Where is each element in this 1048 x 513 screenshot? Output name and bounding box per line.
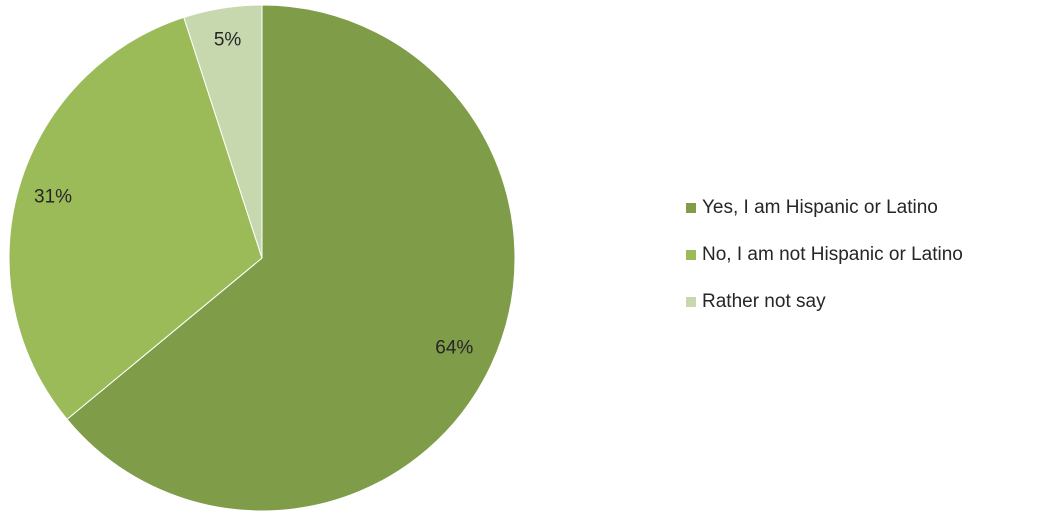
- legend-label-no: No, I am not Hispanic or Latino: [702, 244, 963, 266]
- legend-swatch-no: [686, 250, 696, 260]
- pie-slices: [9, 5, 515, 511]
- legend-label-rather-not-say: Rather not say: [702, 291, 826, 313]
- legend-swatch-rather-not-say: [686, 297, 696, 307]
- legend-item-no: No, I am not Hispanic or Latino: [686, 243, 963, 267]
- data-label-yes: 64%: [435, 338, 473, 359]
- data-label-no: 31%: [34, 186, 72, 207]
- legend-swatch-yes: [686, 203, 696, 213]
- data-label-rather-not-say: 5%: [214, 30, 242, 51]
- legend-item-rather-not-say: Rather not say: [686, 290, 963, 314]
- legend: Yes, I am Hispanic or Latino No, I am no…: [686, 196, 963, 337]
- legend-item-yes: Yes, I am Hispanic or Latino: [686, 196, 963, 220]
- legend-label-yes: Yes, I am Hispanic or Latino: [702, 197, 938, 219]
